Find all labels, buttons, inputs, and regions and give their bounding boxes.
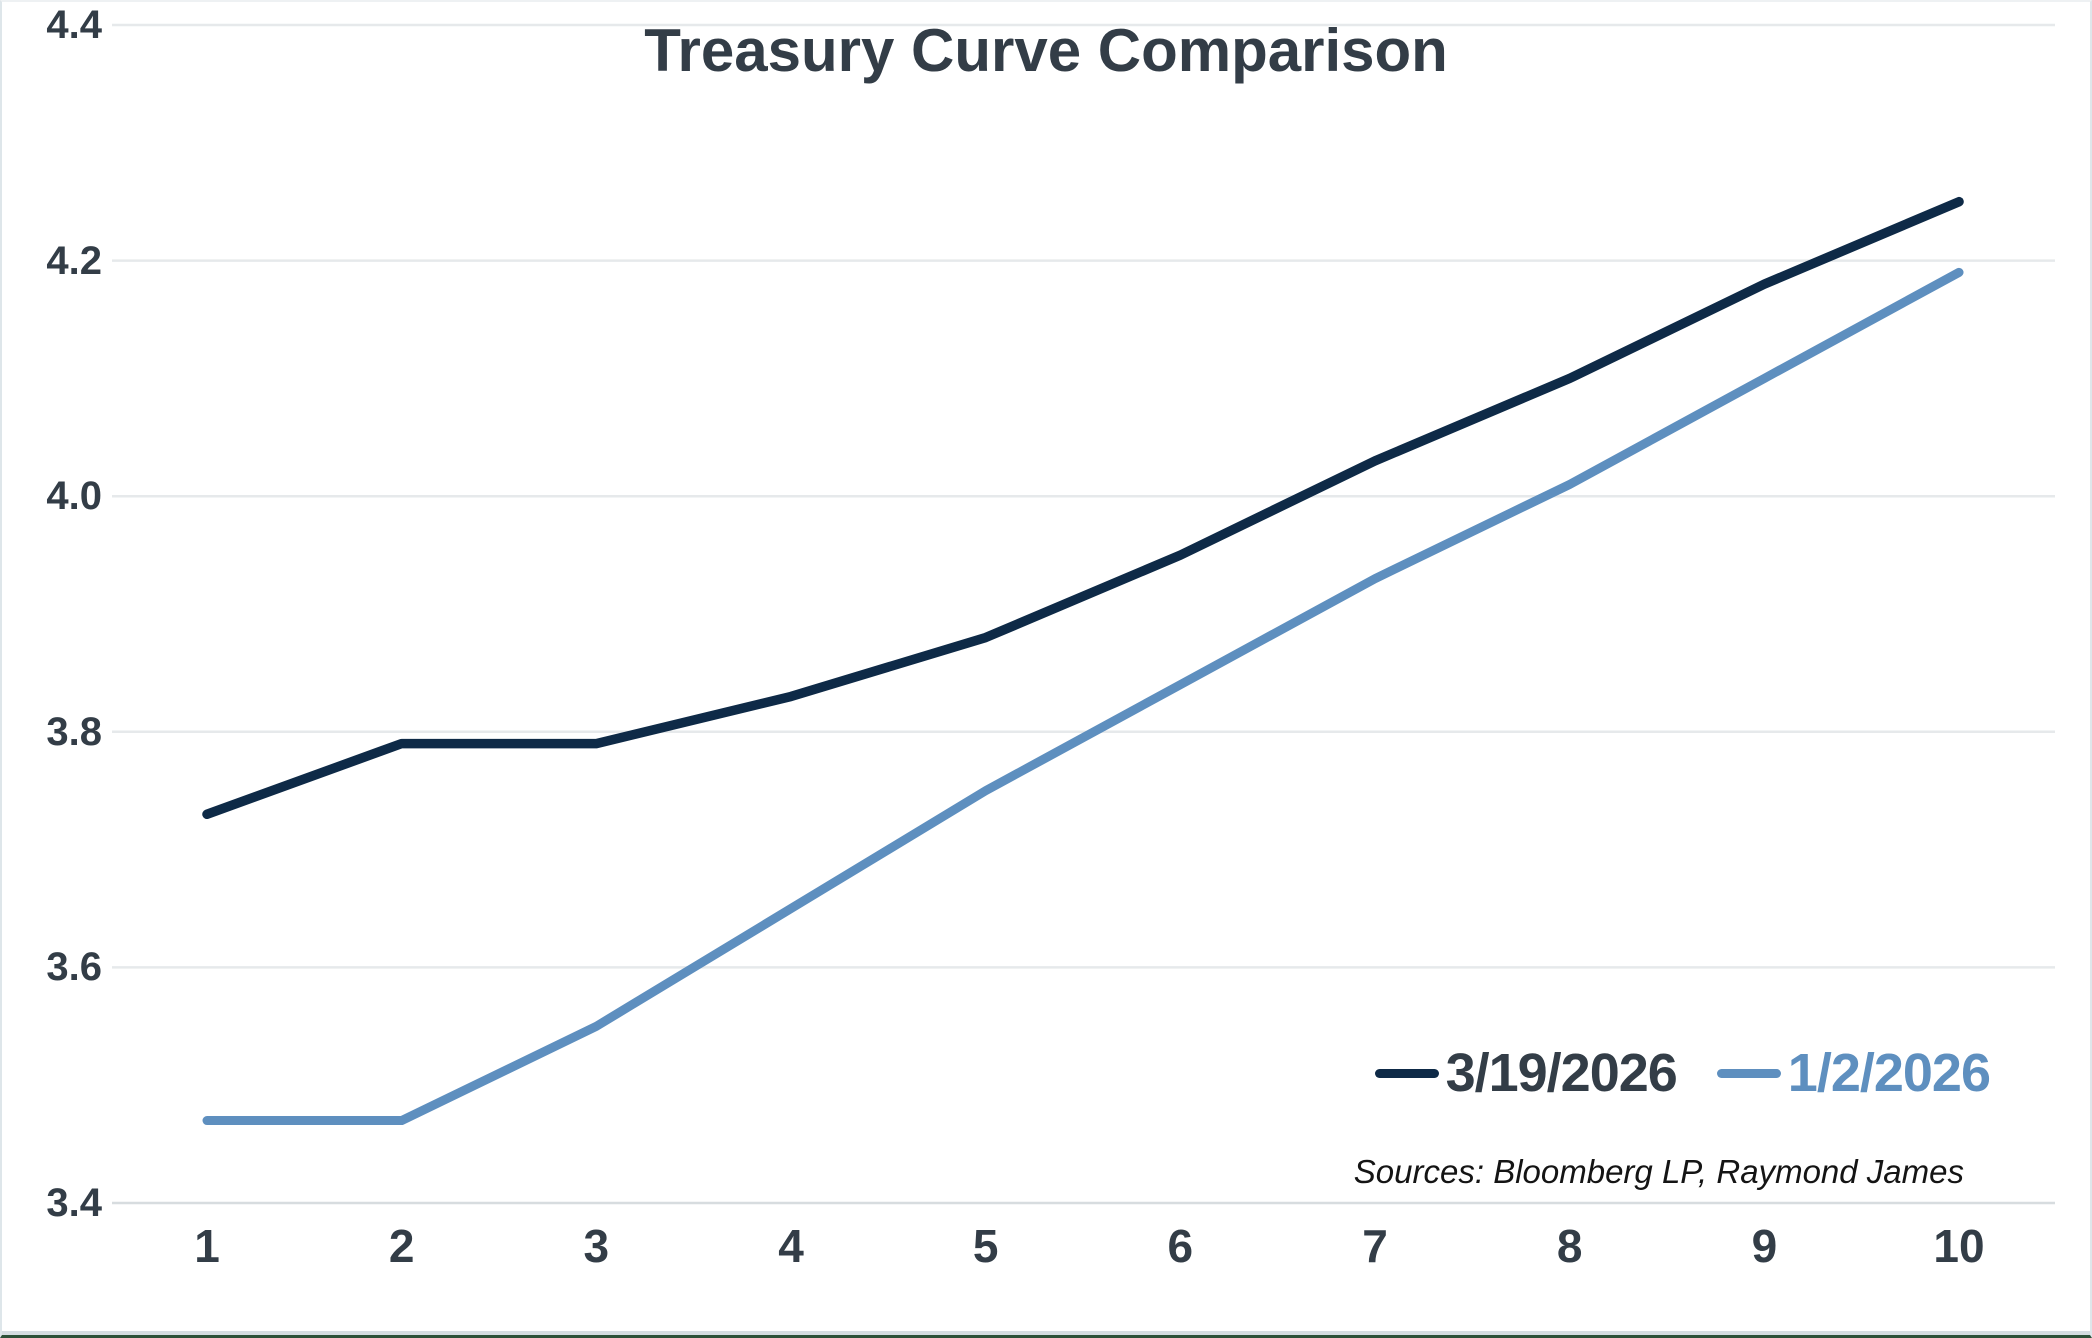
legend-label: 1/2/2026 [1787, 1043, 1991, 1103]
legend-item-0: 3/19/2026 [1374, 1042, 1678, 1104]
x-tick-label: 5 [972, 1220, 999, 1272]
x-tick-label: 4 [778, 1220, 804, 1272]
y-tick-label: 4.4 [46, 3, 102, 47]
legend-item-1: 1/2/2026 [1716, 1042, 1991, 1104]
source-note: Sources: Bloomberg LP, Raymond James [1353, 1153, 1964, 1190]
series-line-1-2-2026 [202, 267, 1964, 1126]
legend-swatch-navy [1374, 1068, 1439, 1078]
x-tick-label: 7 [1362, 1220, 1388, 1272]
y-tick-label: 3.6 [46, 945, 102, 990]
y-tick-label: 3.8 [46, 709, 102, 754]
chart-title: Treasury Curve Comparison [644, 17, 1448, 84]
y-tick-label: 4.2 [46, 238, 102, 283]
x-tick-label: 3 [583, 1220, 610, 1272]
legend-swatch-blue [1716, 1068, 1781, 1078]
x-tick-label: 2 [388, 1220, 415, 1272]
gridlines [112, 23, 2055, 1205]
x-tick-label: 10 [1933, 1220, 1985, 1272]
y-tick-label: 3.4 [46, 1181, 102, 1225]
x-tick-label: 6 [1167, 1220, 1194, 1272]
x-tick-label: 8 [1556, 1220, 1583, 1272]
series-line-3-19-2026 [202, 196, 1964, 820]
legend-label: 3/19/2026 [1445, 1043, 1678, 1103]
legend: 3/19/2026 1/2/2026 [1374, 1042, 1991, 1104]
x-tick-label: 9 [1751, 1220, 1778, 1272]
bottom-strip [2, 1331, 2090, 1335]
y-tick-label: 4.0 [46, 474, 102, 519]
x-tick-label: 1 [194, 1220, 220, 1272]
